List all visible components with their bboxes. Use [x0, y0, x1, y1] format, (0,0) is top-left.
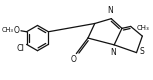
Text: S: S [139, 47, 144, 56]
Text: N: N [107, 6, 113, 15]
Text: Cl: Cl [17, 44, 25, 53]
Text: CH₃: CH₃ [2, 27, 13, 33]
Text: CH₃: CH₃ [136, 25, 149, 31]
Text: N: N [110, 48, 116, 57]
Text: O: O [13, 26, 19, 35]
Text: O: O [71, 55, 76, 64]
